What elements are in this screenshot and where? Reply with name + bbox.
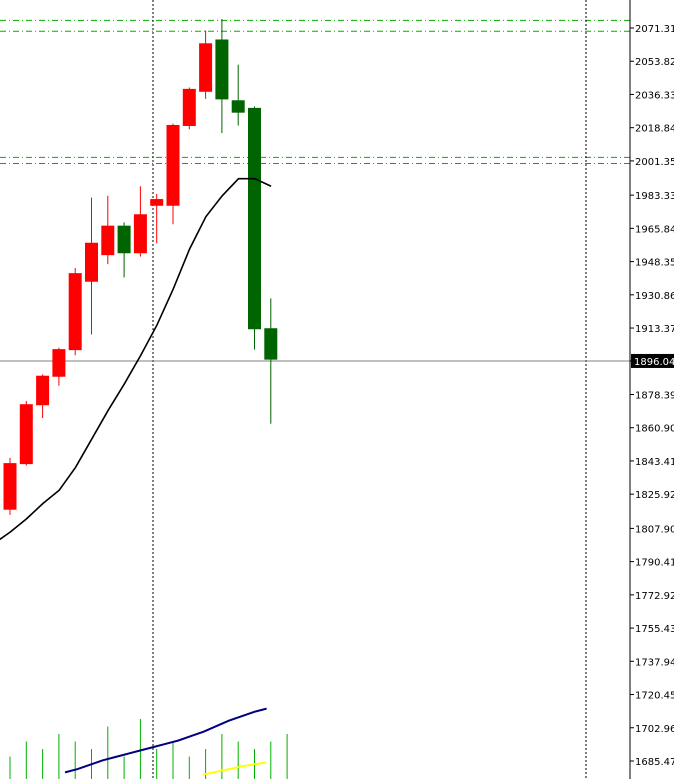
candle: [150, 193, 164, 244]
candle: [3, 457, 17, 515]
axis-tick-label: 1702.960: [635, 724, 674, 735]
candle: [52, 347, 66, 386]
candle: [166, 123, 180, 225]
candle-body: [68, 273, 82, 351]
axis-tick-label: 1772.920: [635, 591, 674, 602]
candle: [264, 298, 278, 424]
candle: [117, 222, 131, 278]
candle: [133, 186, 147, 257]
candle-body: [166, 124, 180, 206]
axis-tick-label: 2036.330: [635, 90, 674, 101]
axis-tick-label: 1755.430: [635, 624, 674, 635]
axis-tick-label: 1737.940: [635, 657, 674, 668]
axis-tick-label: 1790.410: [635, 558, 674, 569]
candle-body: [133, 214, 147, 254]
axis-tick-label: 1878.390: [635, 390, 674, 401]
reference-lines: [0, 0, 630, 779]
candle: [231, 64, 245, 126]
axis-tick-label: 1720.450: [635, 691, 674, 702]
axis-tick-label: 2071.310: [635, 24, 674, 35]
current-price-box: [631, 353, 674, 368]
axis-tick-label: 1983.330: [635, 191, 674, 202]
axis-tick-label: 2053.820: [635, 57, 674, 68]
candles: [3, 19, 278, 515]
candle-body: [264, 328, 278, 360]
candle-body: [101, 225, 115, 256]
candle: [101, 195, 115, 265]
candle-body: [150, 199, 164, 206]
candle-body: [248, 107, 261, 330]
candle: [199, 30, 213, 99]
candle: [85, 197, 98, 335]
axis-tick-label: 2018.840: [635, 124, 674, 135]
volume-signal-line: [202, 761, 267, 776]
candle-body: [3, 463, 17, 510]
candle: [215, 19, 229, 134]
axis-tick-label: 1948.350: [635, 258, 674, 269]
candle-body: [117, 225, 131, 254]
moving-average-line: [0, 177, 272, 541]
price-axis: 2071.310 2053.820 2036.330 2018.840 2001.350…: [629, 0, 674, 779]
axis-tick-label: 1685.470: [635, 757, 674, 768]
candle-body: [199, 43, 213, 92]
candle-body: [19, 404, 33, 465]
current-price-label: 1896.040: [634, 357, 674, 368]
candle: [182, 87, 196, 130]
candle: [68, 267, 82, 356]
axis-tick-label: 1930.860: [635, 291, 674, 302]
axis-tick-label: 2001.350: [635, 157, 674, 168]
volume-average-line: [64, 707, 267, 774]
volume-indicator: [9, 707, 288, 779]
candle: [36, 374, 50, 419]
candle-body: [52, 349, 66, 377]
axis-tick-label: 1860.900: [635, 424, 674, 435]
candle-body: [36, 375, 50, 406]
candle: [19, 400, 33, 466]
axis-tick-label: 1965.840: [635, 224, 674, 235]
moving-average: [0, 177, 272, 541]
candle-body: [231, 100, 245, 113]
candle-body: [85, 242, 98, 282]
axis-tick-label: 1807.900: [635, 524, 674, 535]
axis-tick-label: 1913.370: [635, 324, 674, 335]
candle-body: [182, 88, 196, 126]
candle: [248, 106, 261, 350]
candle-body: [215, 39, 229, 100]
axis-tick-label: 1825.920: [635, 490, 674, 501]
axis-tick-label: 1843.410: [635, 457, 674, 468]
